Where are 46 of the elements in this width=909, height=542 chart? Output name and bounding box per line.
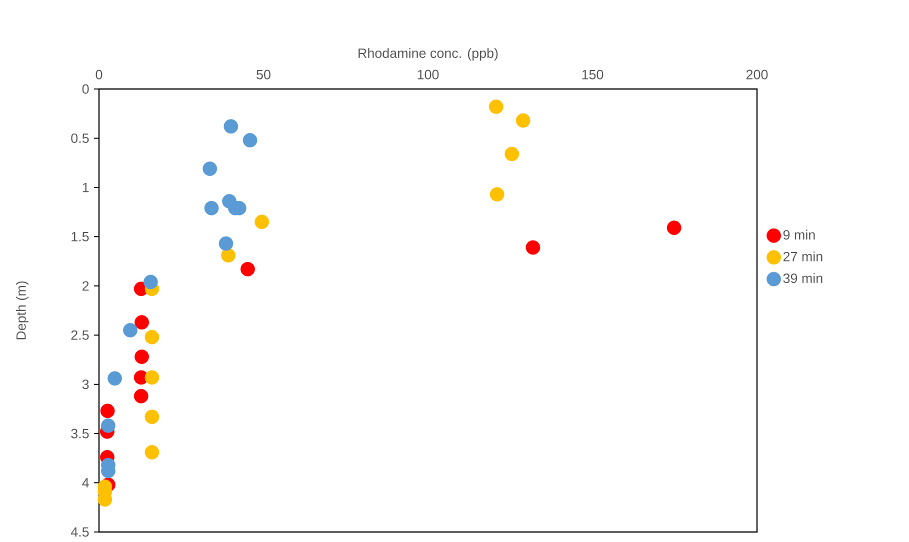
point <box>516 113 530 128</box>
point <box>221 248 236 263</box>
point <box>224 119 238 134</box>
point <box>108 371 122 386</box>
point <box>134 315 149 330</box>
point <box>504 146 520 162</box>
y-tick-label: 0 <box>82 84 89 94</box>
point <box>100 404 115 418</box>
legend-label: 27 min <box>783 251 822 262</box>
y-tick-label: 3 <box>82 380 89 390</box>
point <box>490 187 504 202</box>
point <box>242 132 258 148</box>
x-tick-label: 100 <box>418 70 439 80</box>
point <box>144 445 160 460</box>
y-tick-label: 2 <box>82 281 89 291</box>
point <box>144 410 160 424</box>
x-tick-label: 150 <box>582 70 604 80</box>
point <box>101 418 116 433</box>
legend-label: 9 min <box>783 230 815 240</box>
legend-label: 39 min <box>783 273 822 284</box>
point <box>123 322 138 338</box>
point <box>134 388 148 404</box>
y-tick-label: 4.5 <box>70 527 89 537</box>
point <box>202 162 218 176</box>
point <box>666 220 682 236</box>
point <box>526 240 540 255</box>
y-tick-label: 2.5 <box>71 330 89 340</box>
point <box>144 370 160 385</box>
point <box>144 330 160 344</box>
point <box>143 274 158 290</box>
x-tick-label: 50 <box>256 70 270 80</box>
point <box>240 262 255 276</box>
point <box>204 200 219 216</box>
y-tick-label: 0.5 <box>71 133 89 143</box>
x-tick-label: 0 <box>96 70 102 80</box>
y-tick-label: 1 <box>82 182 89 192</box>
y-axis-title: Depth (m) <box>16 281 29 340</box>
y-tick-label: 1.5 <box>72 232 89 242</box>
point <box>488 100 504 114</box>
point <box>134 350 149 364</box>
y-tick-label: 4 <box>82 478 89 488</box>
point <box>218 236 234 251</box>
x-tick-label: 200 <box>746 70 768 80</box>
y-tick-label: 3.5 <box>71 428 89 438</box>
point <box>254 214 270 230</box>
x-axis-title: Rhodamine conc. (ppb) <box>358 48 498 61</box>
